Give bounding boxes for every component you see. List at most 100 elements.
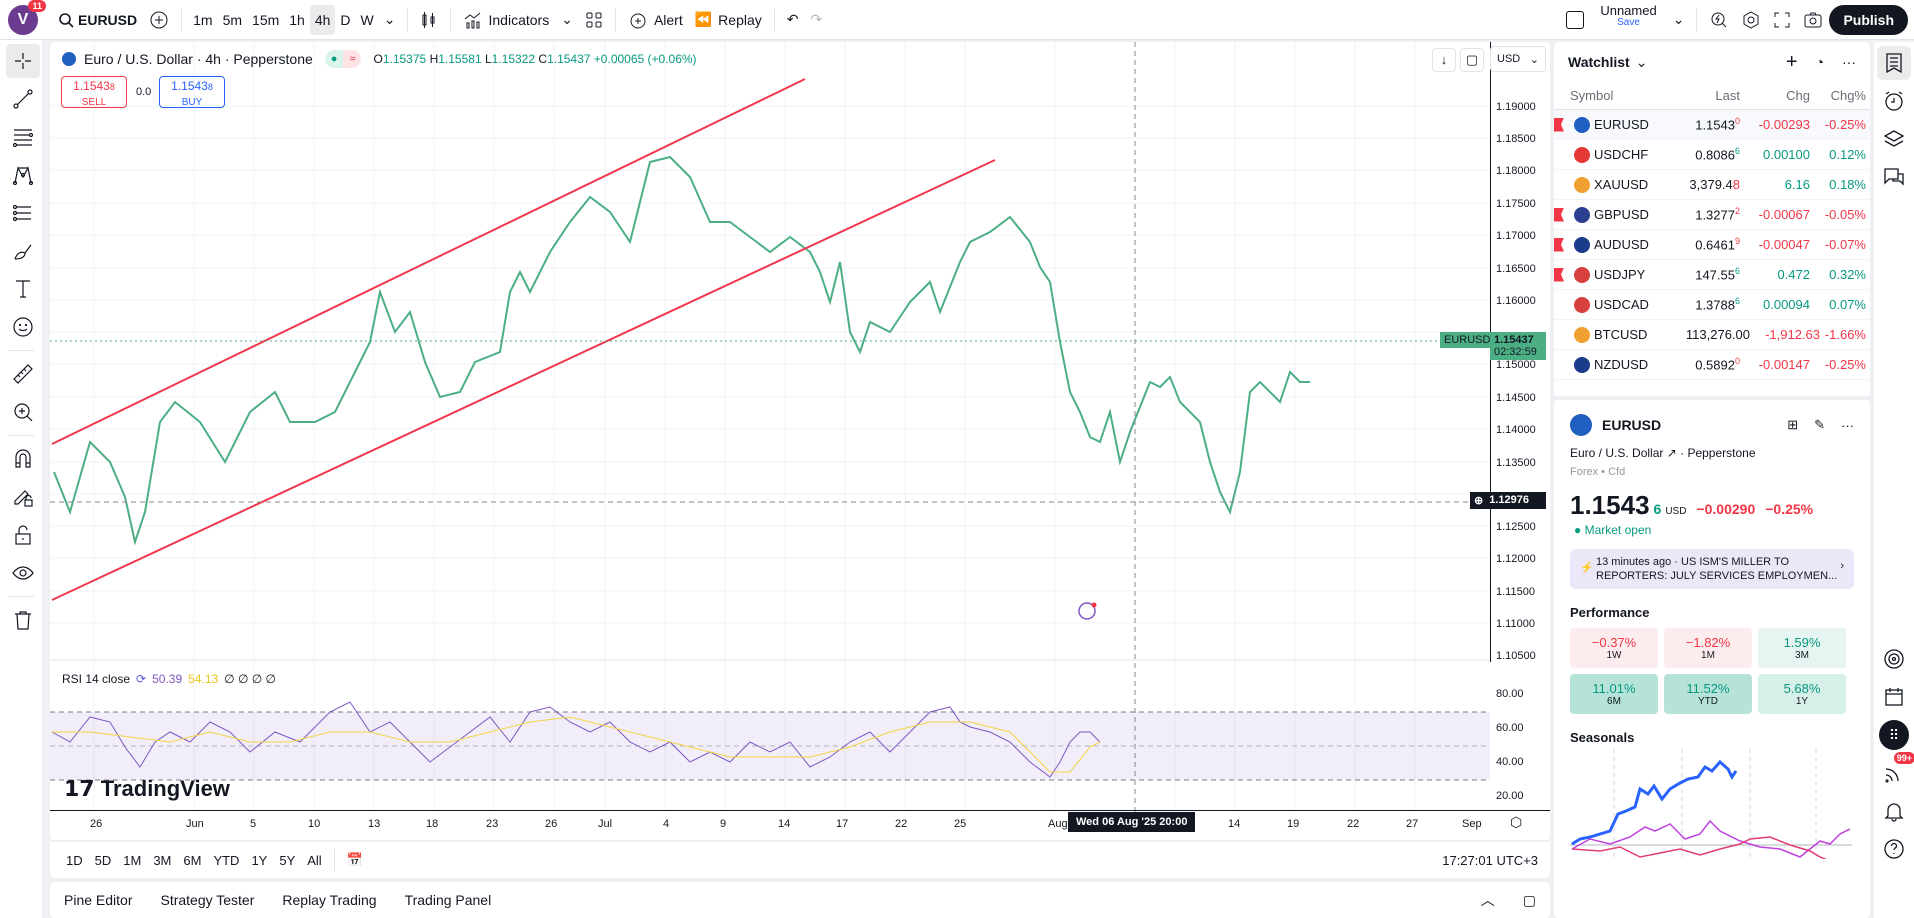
watchlist-row[interactable]: USDCAD 1.37886 0.00094 0.07% (1554, 290, 1870, 320)
redo-button[interactable]: ↷ (805, 5, 829, 35)
details-symbol[interactable]: EURUSD (1602, 417, 1662, 433)
prediction-tool[interactable] (6, 196, 40, 230)
timeframe-15m[interactable]: 15m (252, 11, 280, 28)
add-symbol-button[interactable]: + (1785, 50, 1798, 73)
alert-button[interactable]: Alert (622, 5, 689, 35)
range-5d[interactable]: 5D (94, 852, 112, 868)
chart-canvas[interactable] (50, 42, 1550, 840)
screener-toggle[interactable] (1877, 642, 1911, 676)
column-last[interactable]: Last (1715, 88, 1740, 103)
range-1d[interactable]: 1D (66, 852, 83, 868)
range-5y[interactable]: 5Y (279, 852, 296, 868)
object-tree-toggle[interactable] (1877, 122, 1911, 156)
flag-icon[interactable] (1554, 267, 1564, 282)
perf-6m[interactable]: 11.01% 6M (1570, 674, 1658, 714)
settings-button[interactable] (1735, 5, 1767, 35)
watchlist-row[interactable]: EURUSD 1.15430 -0.00293 -0.25% (1554, 110, 1870, 140)
trendline-tool[interactable] (6, 82, 40, 116)
news-headline[interactable]: ⚡ 13 minutes ago · US ISM'S MILLER TO RE… (1570, 549, 1854, 589)
chart-panel[interactable] (50, 42, 1550, 840)
help-toggle[interactable] (1877, 832, 1911, 866)
alerts-toggle[interactable] (1877, 84, 1911, 118)
perf-1m[interactable]: −1.82% 1M (1664, 628, 1752, 668)
undo-button[interactable]: ↶ (781, 5, 805, 35)
perf-3m[interactable]: 1.59% 3M (1758, 628, 1846, 668)
collapse-panel-button[interactable]: ︿ (1467, 890, 1509, 910)
plus-circle-icon[interactable]: ⊕ (1474, 495, 1484, 507)
indicators-dropdown[interactable]: ⌄ (555, 5, 579, 35)
lock-all-tool[interactable] (6, 518, 40, 552)
text-tool[interactable] (6, 272, 40, 306)
chats-toggle[interactable] (1877, 160, 1911, 194)
watchlist-toggle[interactable] (1877, 46, 1911, 80)
brush-tool[interactable] (6, 234, 40, 268)
maximize-pane-button[interactable]: ▢ (1460, 48, 1484, 72)
ideas-stream-toggle[interactable]: 99+ (1877, 752, 1914, 790)
seasonals-chart[interactable] (1570, 749, 1860, 862)
watchlist-row[interactable]: AUDUSD 0.64619 -0.00047 -0.07% (1554, 230, 1870, 260)
timeframe-dropdown[interactable]: ⌄ (379, 5, 401, 35)
fib-tool[interactable] (6, 120, 40, 154)
products-toggle[interactable]: ⠿ (1877, 718, 1911, 752)
perf-ytd[interactable]: 11.52% YTD (1664, 674, 1752, 714)
emoji-tool[interactable] (6, 310, 40, 344)
timeframe-1m[interactable]: 1m (193, 11, 213, 28)
more-options-icon[interactable]: ··· (1842, 54, 1856, 70)
pattern-tool[interactable] (6, 158, 40, 192)
indicators-button[interactable]: Indicators (457, 5, 556, 35)
goto-date-button[interactable]: 📅 (341, 852, 369, 868)
watchlist-row[interactable]: USDJPY 147.556 0.472 0.32% (1554, 260, 1870, 290)
remove-drawings-tool[interactable] (6, 603, 40, 637)
timeframe-1h[interactable]: 1h (289, 11, 305, 28)
maximize-panel-button[interactable]: ▢ (1509, 892, 1550, 909)
quick-search-button[interactable] (1703, 5, 1735, 35)
range-ytd[interactable]: YTD (213, 852, 240, 868)
external-link-icon[interactable]: ↗ (1666, 446, 1677, 460)
hide-drawings-tool[interactable] (6, 556, 40, 590)
zoom-tool[interactable] (6, 395, 40, 429)
crosshair-price-tag[interactable]: ⊕ 1.12976 (1470, 492, 1546, 509)
layout-dropdown[interactable]: ⌄ (1667, 5, 1691, 35)
time-axis[interactable] (50, 810, 1550, 840)
range-all[interactable]: All (307, 852, 322, 868)
layout-name-button[interactable]: Unnamed Save (1600, 2, 1657, 28)
timeframe-w[interactable]: W (360, 11, 374, 28)
notifications-toggle[interactable] (1877, 794, 1911, 828)
clock-timezone[interactable]: 17:27:01 UTC+3 (1442, 852, 1538, 868)
range-6m[interactable]: 6M (183, 852, 202, 868)
fullscreen-button[interactable] (1767, 5, 1797, 35)
rsi-label[interactable]: RSI 14 close (62, 672, 131, 686)
more-options-icon[interactable]: ··· (1841, 417, 1854, 433)
calendar-toggle[interactable] (1877, 680, 1911, 714)
market-status-pill[interactable]: ● ≈ (324, 50, 362, 68)
watchlist-row[interactable]: XAUUSD 3,379.48 6.16 0.18% (1554, 170, 1870, 200)
range-1m[interactable]: 1M (123, 852, 142, 868)
timeframe-5m[interactable]: 5m (222, 11, 243, 28)
publish-button[interactable]: Publish (1829, 4, 1908, 35)
watchlist-title[interactable]: Watchlist (1568, 54, 1630, 70)
column-symbol[interactable]: Symbol (1570, 88, 1614, 103)
sell-button[interactable]: 1.15438 SELL (61, 76, 127, 108)
tab-trading-panel[interactable]: Trading Panel (404, 892, 492, 908)
watchlist-row[interactable]: BTCUSD 113,276.00 -1,912.63 -1.66% (1554, 320, 1870, 350)
tab-replay-trading[interactable]: Replay Trading (282, 892, 377, 908)
axis-settings-button[interactable]: ⬡ (1510, 814, 1522, 831)
range-3m[interactable]: 3M (153, 852, 172, 868)
tab-strategy-tester[interactable]: Strategy Tester (160, 892, 255, 908)
crosshair-tool[interactable] (6, 44, 40, 78)
watchlist-row[interactable]: USDCHF 0.80866 0.00100 0.12% (1554, 140, 1870, 170)
compare-symbol-button[interactable] (143, 5, 175, 35)
user-avatar[interactable]: V 11 (8, 0, 46, 35)
screenshot-button[interactable] (1797, 5, 1829, 35)
symbol-search-button[interactable]: EURUSD (52, 5, 143, 35)
lock-drawings-tool[interactable] (6, 480, 40, 514)
perf-1y[interactable]: 5.68% 1Y (1758, 674, 1846, 714)
layouts-button[interactable] (579, 5, 609, 35)
chevron-down-icon[interactable]: ⌄ (1635, 53, 1648, 70)
buy-button[interactable]: 1.15438 BUY (159, 76, 225, 108)
details-name[interactable]: Euro / U.S. Dollar (1570, 446, 1664, 460)
timeframe-4h[interactable]: 4h (309, 4, 336, 35)
flag-icon[interactable] (1554, 117, 1564, 132)
watchlist-row[interactable]: NZDUSD 0.58920 -0.00147 -0.25% (1554, 350, 1870, 380)
replay-button[interactable]: ⏪ Replay (694, 11, 762, 28)
